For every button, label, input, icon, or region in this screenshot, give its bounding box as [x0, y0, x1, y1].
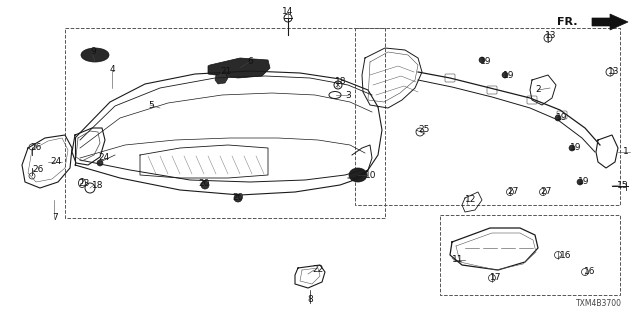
- Text: 11: 11: [452, 255, 463, 265]
- Text: 24: 24: [50, 157, 61, 166]
- Polygon shape: [215, 72, 228, 84]
- Text: 14: 14: [282, 7, 294, 17]
- Text: 5: 5: [148, 100, 154, 109]
- Circle shape: [569, 145, 575, 151]
- Polygon shape: [592, 14, 628, 30]
- Ellipse shape: [349, 168, 367, 182]
- Text: 10: 10: [365, 171, 376, 180]
- Text: 15: 15: [617, 180, 628, 189]
- Polygon shape: [208, 58, 270, 78]
- Text: 26: 26: [32, 165, 44, 174]
- Text: 20: 20: [198, 179, 209, 188]
- Text: 27: 27: [507, 188, 518, 196]
- Text: 2: 2: [535, 85, 541, 94]
- Text: 19: 19: [503, 70, 515, 79]
- Text: 3: 3: [345, 91, 351, 100]
- Text: 8: 8: [307, 295, 313, 305]
- Text: 24: 24: [98, 154, 109, 163]
- Text: 19: 19: [480, 58, 492, 67]
- Circle shape: [479, 57, 485, 63]
- Text: 19: 19: [570, 143, 582, 153]
- Bar: [355, 28, 620, 205]
- Text: 9: 9: [90, 47, 96, 57]
- Circle shape: [502, 72, 508, 78]
- Text: 21: 21: [220, 68, 232, 76]
- Text: 19: 19: [556, 114, 568, 123]
- Text: 7: 7: [52, 213, 58, 222]
- Text: 6: 6: [247, 58, 253, 67]
- Text: 18: 18: [92, 180, 104, 189]
- Text: 13: 13: [608, 68, 620, 76]
- Text: TXM4B3700: TXM4B3700: [576, 299, 622, 308]
- Text: 25: 25: [418, 125, 429, 134]
- Text: 26: 26: [30, 143, 42, 153]
- Text: 16: 16: [584, 268, 595, 276]
- Text: 23: 23: [78, 179, 90, 188]
- Ellipse shape: [81, 48, 109, 62]
- Text: 19: 19: [578, 178, 589, 187]
- Text: 13: 13: [545, 30, 557, 39]
- Text: 27: 27: [540, 188, 552, 196]
- Text: 12: 12: [465, 196, 476, 204]
- Circle shape: [97, 160, 103, 166]
- Circle shape: [555, 115, 561, 121]
- Bar: [65, 28, 385, 218]
- Text: 20: 20: [232, 194, 243, 203]
- Text: 22: 22: [312, 266, 323, 275]
- Bar: [440, 215, 620, 295]
- Text: 16: 16: [560, 251, 572, 260]
- Text: 4: 4: [110, 66, 116, 75]
- Text: 18: 18: [335, 77, 346, 86]
- Text: 1: 1: [623, 148, 628, 156]
- Circle shape: [577, 179, 583, 185]
- Text: 17: 17: [490, 274, 502, 283]
- Circle shape: [201, 181, 209, 189]
- Text: FR.: FR.: [557, 17, 578, 27]
- Circle shape: [234, 194, 242, 202]
